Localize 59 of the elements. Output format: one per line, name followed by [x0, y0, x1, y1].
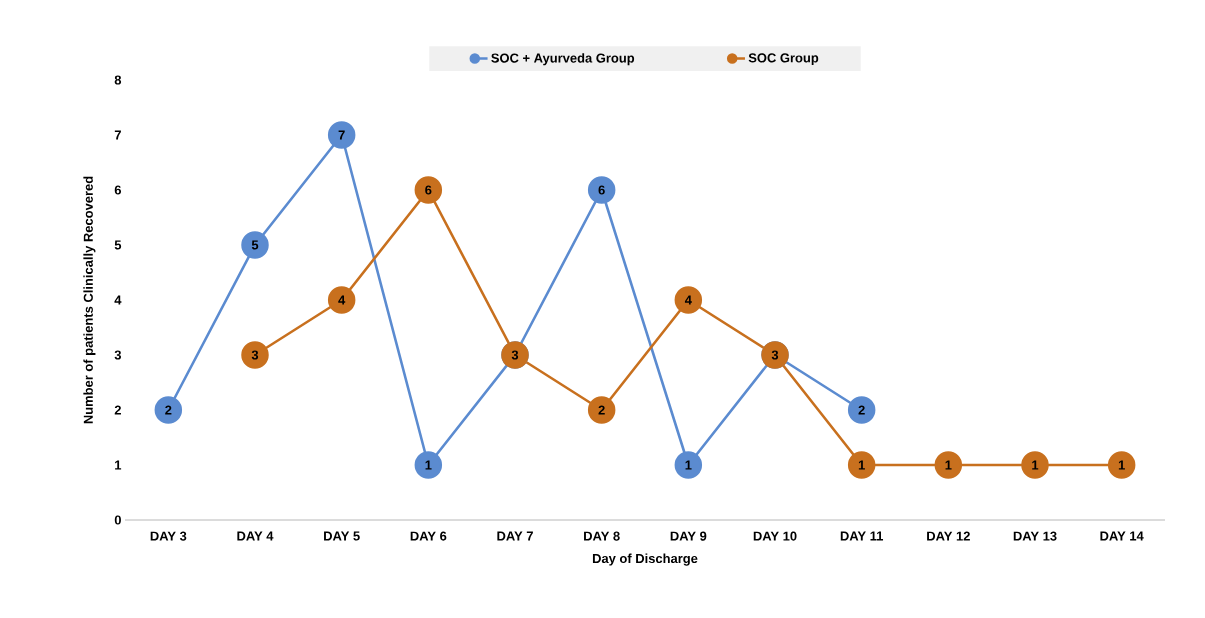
data-label: 5: [251, 240, 259, 250]
legend-label: SOC Group: [748, 53, 819, 66]
data-label: 1: [685, 460, 692, 470]
point: [934, 451, 963, 479]
data-label: 1: [1032, 460, 1039, 470]
x-axis-title: Day of Discharge: [592, 553, 698, 566]
data-label: 2: [858, 405, 865, 415]
data-label: 4: [684, 295, 692, 305]
y-tick-label: 4: [114, 295, 122, 305]
y-axis-title: Number of patients Clinically Recovered: [83, 176, 96, 424]
data-label: 4: [338, 295, 346, 305]
x-tick-label: DAY 8: [584, 531, 620, 541]
y-tick-label: 3: [114, 350, 122, 360]
point: [241, 231, 269, 259]
x-tick-label: DAY 10: [753, 531, 797, 541]
y-tick-label: 0: [114, 515, 121, 525]
data-label: 1: [858, 460, 865, 470]
point: [1107, 451, 1136, 479]
point: [587, 176, 616, 204]
y-tick-label: 2: [114, 405, 121, 415]
point: [327, 121, 356, 149]
data-label: 2: [598, 405, 605, 415]
x-tick-label: DAY 13: [1013, 531, 1057, 541]
point: [154, 396, 183, 424]
x-tick-label: DAY 3: [150, 531, 187, 541]
x-tick-label: DAY 7: [497, 531, 533, 541]
legend-label: SOC + Ayurveda Group: [491, 53, 635, 66]
data-label: 1: [425, 460, 432, 470]
x-tick-label: DAY 9: [670, 531, 707, 541]
y-tick-label: 1: [115, 460, 122, 470]
point: [1021, 451, 1049, 479]
data-label: 1: [945, 460, 952, 470]
point: [414, 176, 443, 204]
data-label: 3: [771, 350, 779, 360]
x-tick-label: DAY 4: [237, 531, 274, 541]
data-label: 1: [1118, 460, 1125, 470]
point: [587, 396, 616, 424]
point: [327, 286, 356, 314]
x-tick-label: DAY 14: [1100, 531, 1144, 541]
data-label: 6: [425, 185, 432, 195]
data-label: 2: [165, 405, 172, 415]
data-label: 3: [511, 350, 519, 360]
point: [847, 451, 876, 479]
y-tick-label: 8: [114, 75, 122, 85]
point: [674, 286, 703, 314]
point: [847, 396, 876, 424]
point: [414, 451, 443, 479]
y-tick-label: 7: [114, 130, 121, 140]
y-tick-label: 5: [114, 240, 122, 250]
data-label: 3: [251, 350, 259, 360]
data-label: 6: [598, 185, 605, 195]
point: [241, 341, 269, 369]
y-tick-label: 6: [114, 185, 122, 195]
x-tick-label: DAY 12: [927, 531, 970, 541]
x-tick-label: DAY 5: [324, 531, 360, 541]
point: [674, 451, 703, 479]
x-tick-label: DAY 6: [410, 531, 447, 541]
data-label: 7: [338, 130, 345, 140]
x-tick-label: DAY 11: [840, 531, 884, 541]
